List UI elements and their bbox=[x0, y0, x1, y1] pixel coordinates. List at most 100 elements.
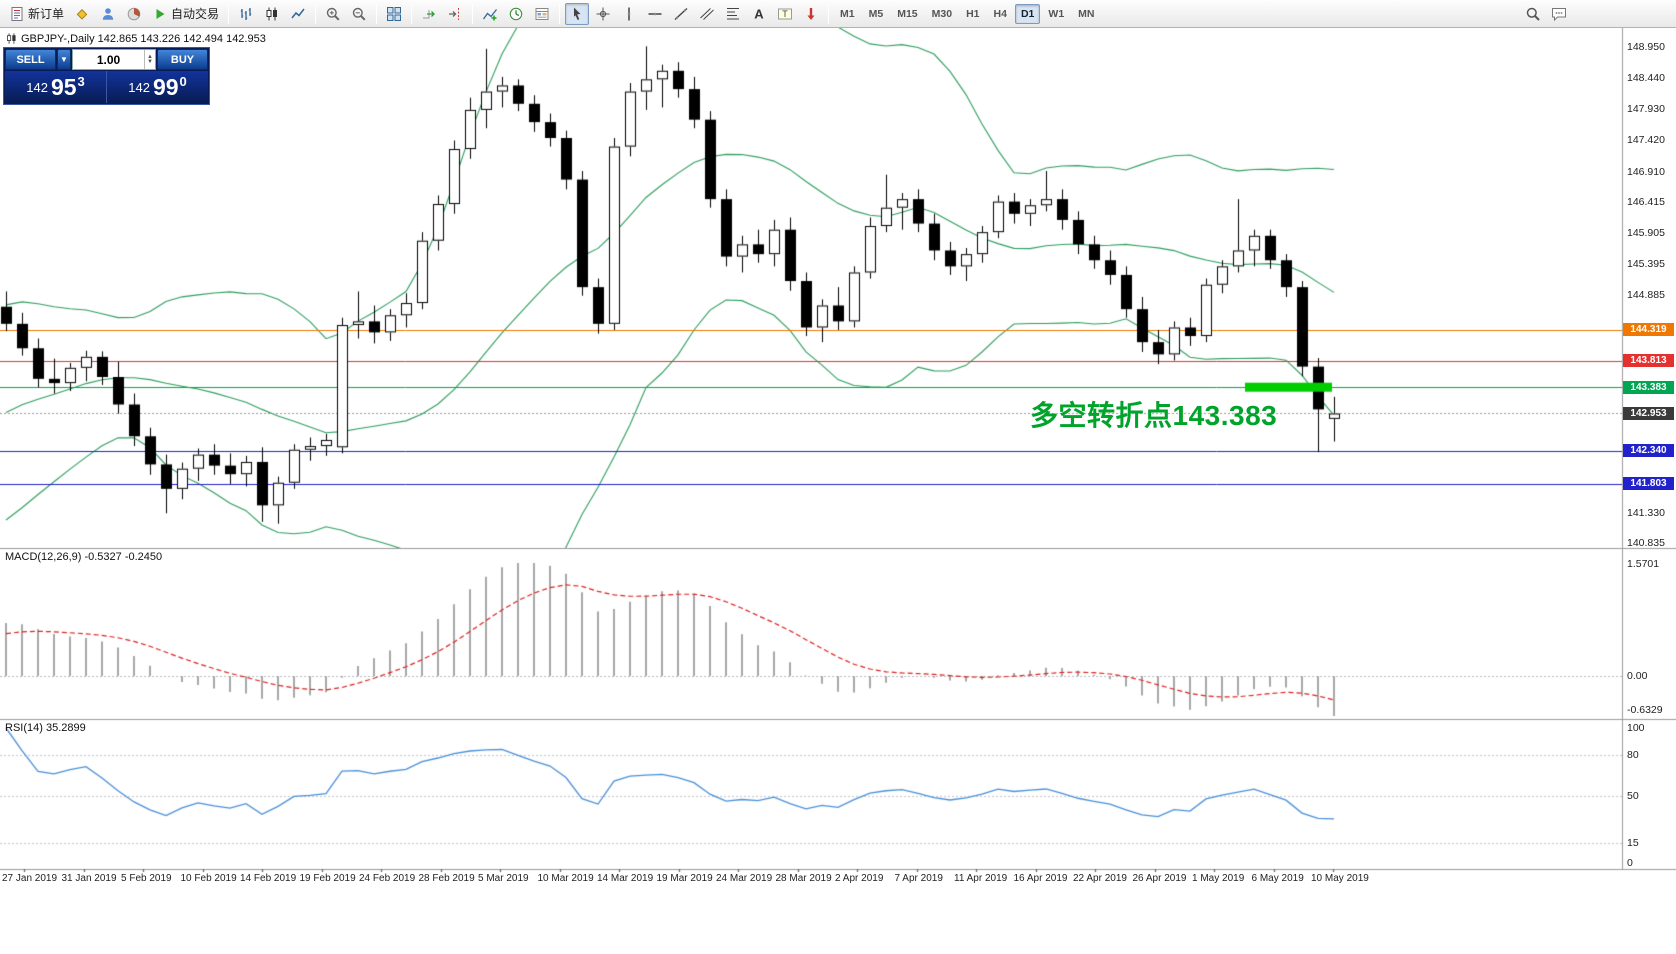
timeframe-m30-button[interactable]: M30 bbox=[931, 7, 953, 20]
cursor-icon bbox=[569, 6, 585, 22]
chart-shift-button[interactable] bbox=[443, 3, 467, 25]
tile-windows-button[interactable] bbox=[382, 3, 406, 25]
zoom-in-button[interactable] bbox=[321, 3, 345, 25]
vertical-line-button[interactable] bbox=[617, 3, 641, 25]
rsi-axis-label: 0 bbox=[1627, 857, 1633, 869]
metaeditor-button[interactable] bbox=[70, 3, 94, 25]
svg-text:A: A bbox=[754, 6, 764, 21]
zoom-out-button[interactable] bbox=[347, 3, 371, 25]
auto-trading-button[interactable]: 自动交易 bbox=[148, 3, 223, 25]
search-button[interactable] bbox=[1521, 3, 1545, 25]
periods-button[interactable] bbox=[504, 3, 528, 25]
volume-input[interactable]: 1.00 ▲ ▼ bbox=[72, 49, 156, 70]
indicators-list-icon bbox=[482, 6, 498, 22]
date-axis-label: 31 Jan 2019 bbox=[61, 873, 117, 884]
buy-price-display[interactable]: 142 99 0 bbox=[128, 73, 187, 100]
bar-chart-button[interactable] bbox=[234, 3, 258, 25]
crosshair-icon bbox=[595, 6, 611, 22]
new-order-icon bbox=[9, 6, 25, 22]
price-axis-label: 144.885 bbox=[1627, 289, 1665, 302]
timeframe-h4-button[interactable]: H4 bbox=[993, 7, 1007, 20]
price-chart-canvas[interactable] bbox=[0, 28, 1676, 954]
timeframe-d1-button[interactable]: D1 bbox=[1014, 3, 1041, 24]
buy-button[interactable]: BUY bbox=[157, 49, 208, 70]
arrow-objects-button[interactable] bbox=[799, 3, 823, 25]
volume-value: 1.00 bbox=[96, 52, 121, 67]
equidistant-channel-button[interactable] bbox=[695, 3, 719, 25]
price-divider bbox=[106, 71, 107, 103]
candlestick-chart-button[interactable] bbox=[260, 3, 284, 25]
order-type-dropdown[interactable]: ▼ bbox=[57, 49, 71, 70]
macd-axis-label: 0.00 bbox=[1627, 669, 1648, 682]
date-axis-label: 14 Mar 2019 bbox=[597, 873, 654, 884]
toolbar-separator bbox=[411, 3, 413, 24]
candlestick-chart-icon bbox=[264, 6, 280, 22]
rsi-axis-label: 100 bbox=[1627, 722, 1645, 734]
chat-icon bbox=[1551, 6, 1567, 22]
horizontal-line-button[interactable] bbox=[643, 3, 667, 25]
new-order-label: 新订单 bbox=[28, 7, 65, 21]
fibonacci-icon bbox=[725, 6, 741, 22]
chart-context-icon[interactable] bbox=[5, 32, 18, 45]
text-label-button[interactable]: T bbox=[773, 3, 797, 25]
profile-button[interactable] bbox=[96, 3, 120, 25]
date-axis-label: 22 Apr 2019 bbox=[1073, 873, 1127, 884]
rsi-axis-label: 50 bbox=[1627, 789, 1639, 802]
timeframe-m1-button[interactable]: M1 bbox=[840, 7, 855, 20]
chat-button[interactable] bbox=[1547, 3, 1571, 25]
text-icon: A bbox=[751, 6, 767, 22]
date-axis-label: 6 May 2019 bbox=[1251, 873, 1304, 884]
date-axis-label: 24 Mar 2019 bbox=[716, 873, 773, 884]
tile-windows-icon bbox=[386, 6, 402, 22]
trendline-button[interactable] bbox=[669, 3, 693, 25]
line-chart-button[interactable] bbox=[286, 3, 310, 25]
date-axis-label: 7 Apr 2019 bbox=[894, 873, 943, 884]
horizontal-line-icon bbox=[647, 6, 663, 22]
macd-indicator-label: MACD(12,26,9) -0.5327 -0.2450 bbox=[5, 551, 163, 563]
timeframe-w1-button[interactable]: W1 bbox=[1048, 7, 1065, 20]
price-axis-label: 140.835 bbox=[1627, 536, 1665, 549]
timeframe-m15-button[interactable]: M15 bbox=[897, 7, 918, 20]
spin-down-icon[interactable]: ▼ bbox=[147, 58, 153, 65]
data-window-button[interactable] bbox=[122, 3, 146, 25]
timeframe-mn-button[interactable]: MN bbox=[1078, 7, 1095, 20]
text-button[interactable]: A bbox=[747, 3, 771, 25]
profile-icon bbox=[100, 6, 116, 22]
pivot-annotation-text[interactable]: 多空转折点143.383 bbox=[1030, 400, 1278, 431]
crosshair-button[interactable] bbox=[591, 3, 615, 25]
date-axis-label: 19 Mar 2019 bbox=[656, 873, 713, 884]
text-label-icon: T bbox=[777, 6, 793, 22]
svg-text:T: T bbox=[782, 9, 788, 19]
sell-button[interactable]: SELL bbox=[5, 49, 56, 70]
date-axis-label: 28 Feb 2019 bbox=[418, 873, 475, 884]
templates-button[interactable] bbox=[530, 3, 554, 25]
price-axis-label: 145.395 bbox=[1627, 258, 1665, 271]
toolbar-separator bbox=[828, 3, 830, 24]
date-axis-label: 16 Apr 2019 bbox=[1013, 873, 1068, 884]
auto-scroll-button[interactable] bbox=[417, 3, 441, 25]
date-axis-label: 28 Mar 2019 bbox=[775, 873, 832, 884]
date-axis-label: 10 Feb 2019 bbox=[180, 873, 237, 884]
macd-axis-label: -0.6329 bbox=[1627, 704, 1663, 716]
timeframe-m5-button[interactable]: M5 bbox=[868, 7, 884, 20]
hline-tag: 141.803 bbox=[1623, 477, 1674, 491]
indicators-list-button[interactable] bbox=[478, 3, 502, 25]
rsi-axis-label: 80 bbox=[1627, 749, 1639, 761]
cursor-button[interactable] bbox=[565, 2, 590, 25]
main-toolbar: 新订单 自动交易 A T M1 M5 M15 M30 H1 H4 D1 W1 MN bbox=[0, 0, 1676, 28]
volume-spinner[interactable]: ▲ ▼ bbox=[144, 50, 155, 69]
date-axis-label: 26 Apr 2019 bbox=[1132, 873, 1187, 884]
price-axis-label: 147.930 bbox=[1627, 103, 1665, 116]
toolbar-separator bbox=[228, 3, 230, 24]
metaeditor-icon bbox=[74, 6, 90, 22]
timeframe-h1-button[interactable]: H1 bbox=[966, 7, 980, 20]
fibonacci-button[interactable] bbox=[721, 3, 745, 25]
auto-trading-label: 自动交易 bbox=[171, 7, 220, 21]
spin-up-icon[interactable]: ▲ bbox=[147, 53, 153, 60]
price-axis-label: 145.905 bbox=[1627, 227, 1665, 240]
date-axis-label: 19 Feb 2019 bbox=[299, 873, 356, 884]
new-order-button[interactable]: 新订单 bbox=[5, 3, 68, 25]
date-axis-label: 11 Apr 2019 bbox=[954, 873, 1008, 884]
templates-icon bbox=[534, 6, 550, 22]
sell-price-display[interactable]: 142 95 3 bbox=[26, 73, 85, 100]
